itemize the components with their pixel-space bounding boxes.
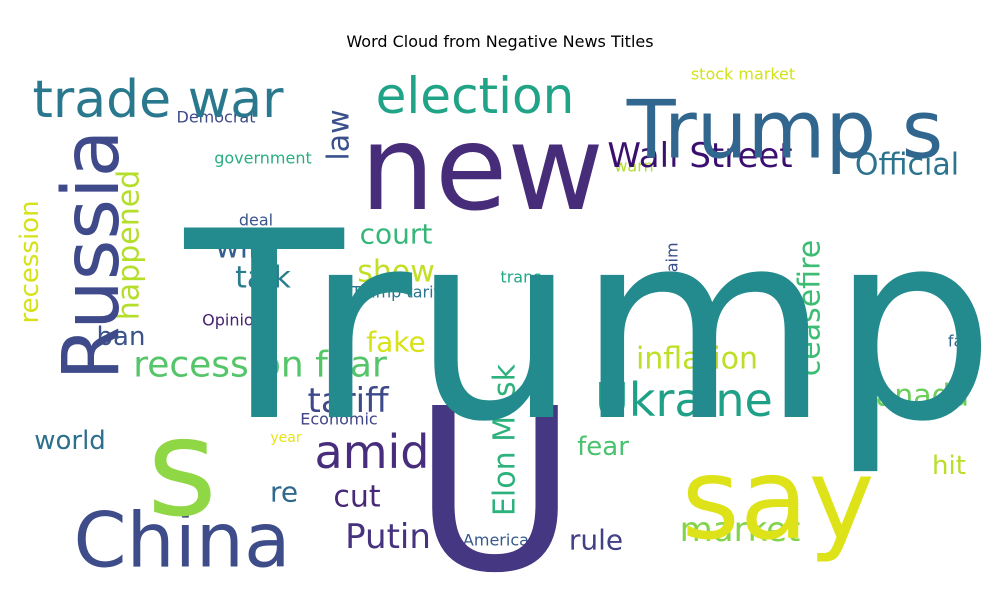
word-election: election — [376, 67, 575, 125]
word-fall: fall — [948, 332, 972, 351]
word-trump: Trump — [181, 177, 996, 479]
word-ban: ban — [97, 322, 146, 352]
word-re: re — [270, 476, 298, 509]
word-trade-war: trade war — [33, 70, 285, 130]
word-putin: Putin — [345, 517, 431, 557]
word-year: year — [270, 430, 301, 446]
word-fear: fear — [577, 432, 629, 462]
word-s: s — [147, 390, 217, 547]
word-ukraine: Ukraine — [595, 373, 773, 427]
word-court: court — [360, 218, 433, 251]
word-recession-fear: recession fear — [133, 345, 387, 386]
word-market: market — [680, 510, 801, 550]
word-trump-tariff: Trump tariff — [350, 283, 445, 302]
word-world: world — [34, 426, 106, 456]
word-u: U — [413, 361, 578, 600]
word-official: Official — [855, 148, 959, 183]
word-elon-musk: Elon Musk — [488, 363, 523, 516]
word-wall-street: Wall Street — [607, 136, 792, 176]
word-american: American — [463, 531, 539, 550]
word-recession: recession — [15, 200, 45, 323]
word-warn: warn — [614, 157, 653, 176]
word-opinion: Opinion — [202, 311, 264, 330]
word-cut: cut — [333, 480, 381, 515]
word-tariff: tariff — [307, 381, 390, 421]
word-economic: Economic — [300, 410, 377, 429]
word-government: government — [214, 149, 312, 168]
word-canada: Canada — [855, 379, 969, 414]
word-law: law — [322, 109, 357, 160]
word-claim: claim — [663, 242, 682, 285]
word-inflation: inflation — [636, 342, 758, 377]
word-ceasefire: ceasefire — [793, 240, 828, 376]
word-china: China — [73, 496, 290, 585]
word-russia: Russia — [47, 130, 137, 381]
word-stock-market: stock market — [691, 65, 795, 84]
word-will: will — [215, 231, 265, 266]
word-new: new — [360, 99, 604, 237]
word-hit: hit — [932, 451, 966, 481]
word-happened: happened — [112, 170, 147, 320]
chart-title: Word Cloud from Negative News Titles — [346, 32, 654, 51]
word-democrat: Democrat — [177, 108, 256, 127]
word-trans: trans — [500, 268, 541, 287]
word-deal: deal — [239, 211, 273, 230]
word-show: show — [357, 255, 435, 290]
word-rule: rule — [569, 524, 623, 557]
word-talk: talk — [235, 261, 291, 296]
word-say: say — [681, 435, 874, 565]
word-amid: amid — [315, 425, 430, 479]
word-trump-s: Trump s — [626, 84, 944, 177]
word-fake: fake — [366, 326, 425, 359]
